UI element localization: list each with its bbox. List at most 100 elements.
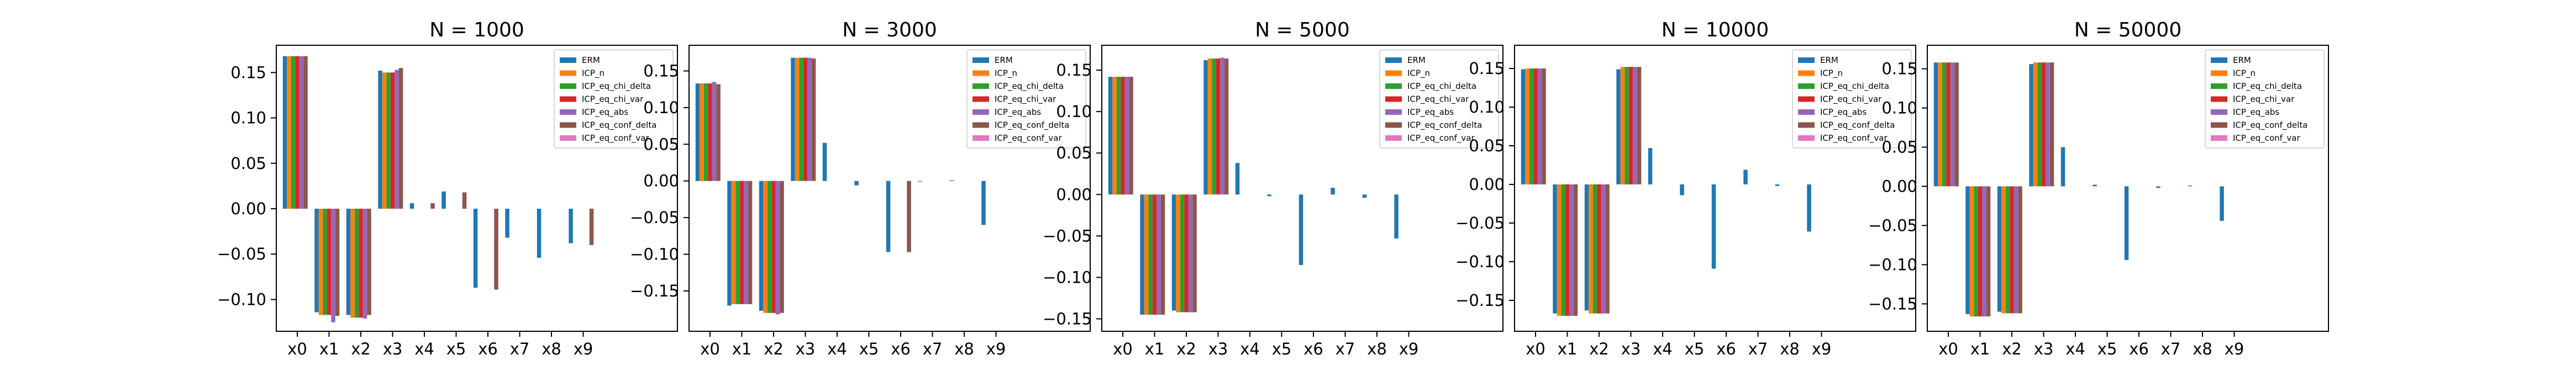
bar-ERM-x1 — [314, 209, 319, 313]
x-tick-label: x2 — [1589, 340, 1609, 358]
bar-ERM-x6 — [886, 181, 891, 252]
bar-ERM-x5 — [1680, 184, 1684, 195]
subplot-3: N = 5000 −0.15 −0.10 −0.05 0.00 0.05 0.10 0.15 x… — [1043, 19, 1503, 358]
bar-ICP_eq_chi_delta-x1 — [323, 209, 327, 315]
x-tick-label: x9 — [986, 340, 1006, 358]
bar-ERM-x3 — [2029, 64, 2033, 187]
bar-ICP_eq_abs-x1 — [1156, 194, 1161, 315]
bar-ICP_eq_abs-x1 — [1569, 184, 1574, 316]
legend-swatch — [2211, 83, 2227, 89]
bar-ERM-x7 — [1331, 188, 1335, 195]
bar-ICP_eq_chi_var-x2 — [771, 181, 776, 313]
bar-ERM-x0 — [695, 83, 700, 181]
x-tick-label: x3 — [796, 340, 816, 358]
y-tick-label: 0.10 — [1469, 98, 1505, 116]
bar-ICP_n-x0 — [700, 83, 704, 181]
legend-label: ICP_eq_conf_delta — [582, 120, 656, 131]
legend-label: ICP_eq_chi_delta — [1407, 81, 1476, 92]
x-tick-label: x8 — [1780, 340, 1800, 358]
bar-ICP_eq_chi_delta-x1 — [1974, 186, 1978, 317]
legend-label: ICP_eq_abs — [2233, 107, 2279, 118]
legend-box — [1792, 49, 1912, 149]
legend-box — [1379, 49, 1499, 149]
legend-swatch — [2211, 135, 2227, 141]
x-tick-label: x2 — [1176, 340, 1196, 358]
legend-label: ICP_eq_abs — [1407, 107, 1454, 118]
y-tick-label: 0.10 — [230, 109, 266, 128]
bar-ICP_eq_chi_var-x3 — [2041, 62, 2046, 187]
x-axis: x0 x1 x2 x3 x4 x5 x6 x7 x8 x9 — [1526, 331, 1831, 358]
y-tick-label: −0.05 — [630, 208, 679, 227]
bar-ICP_n-x0 — [287, 56, 291, 209]
bar-ERM-x7 — [1743, 170, 1748, 184]
y-tick-label: −0.05 — [1043, 226, 1092, 245]
subplot-title: N = 50000 — [2074, 19, 2182, 41]
y-tick-label: −0.10 — [1868, 255, 1917, 274]
legend-label: ICP_eq_conf_delta — [1407, 120, 1482, 131]
y-tick-label: −0.15 — [630, 282, 679, 300]
bar-ERM-x7 — [505, 209, 509, 238]
legend-swatch — [1798, 122, 1815, 128]
legend-swatch — [972, 109, 989, 115]
legend: ERM ICP_n ICP_eq_chi_delta ICP_eq_chi_var IC… — [1379, 49, 1499, 149]
x-tick-label: x0 — [287, 340, 307, 358]
x-tick-label: x8 — [1367, 340, 1387, 358]
legend-swatch — [972, 135, 989, 141]
legend-label: ICP_eq_conf_var — [995, 133, 1062, 144]
bar-ERM-x3 — [378, 71, 382, 209]
bar-ICP_n-x2 — [763, 181, 767, 313]
bar-ICP_eq_chi_delta-x0 — [1116, 77, 1121, 195]
bar-ICP_n-x3 — [2033, 62, 2038, 187]
legend-label: ICP_eq_chi_var — [1407, 94, 1469, 105]
bar-ICP_eq_chi_var-x3 — [1628, 67, 1633, 184]
bar-ERM-x4 — [409, 203, 414, 209]
bar-ERM-x7 — [918, 181, 922, 182]
x-tick-label: x4 — [827, 340, 847, 358]
bar-ICP_eq_conf_delta-x1 — [748, 181, 753, 304]
bar-ERM-x9 — [1807, 184, 1811, 232]
legend-label: ICP_eq_conf_delta — [1820, 120, 1895, 131]
legend-label: ICP_eq_chi_delta — [582, 81, 651, 92]
bar-ICP_eq_conf_delta-x6 — [494, 209, 498, 290]
legend-label: ICP_eq_chi_delta — [1820, 81, 1889, 92]
bar-ICP_n-x1 — [1144, 194, 1149, 315]
legend-label: ERM — [1407, 55, 1426, 65]
y-tick-label: 0.15 — [1469, 59, 1505, 78]
bar-ERM-x6 — [473, 209, 478, 288]
axes-frame — [276, 45, 678, 332]
legend-swatch — [2211, 70, 2227, 76]
bar-ICP_eq_conf_delta-x2 — [2018, 186, 2022, 314]
bar-ERM-x4 — [2060, 147, 2065, 187]
y-tick-label: 0.10 — [1056, 102, 1092, 121]
bar-ICP_eq_chi_delta-x2 — [2005, 186, 2010, 314]
legend-swatch — [1385, 135, 1402, 141]
legend-label: ICP_n — [2233, 68, 2256, 79]
bar-ICP_n-x0 — [1938, 62, 1942, 187]
bar-ICP_eq_chi_var-x0 — [708, 83, 712, 181]
bar-ERM-x5 — [441, 191, 446, 209]
x-tick-label: x7 — [923, 340, 943, 358]
bar-ICP_eq_chi_delta-x2 — [767, 181, 772, 313]
bar-ERM-x5 — [854, 181, 859, 186]
bar-ERM-x2 — [1584, 184, 1589, 311]
x-tick-label: x1 — [1558, 340, 1578, 358]
legend-swatch — [560, 83, 576, 89]
bar-ERM-x3 — [791, 57, 795, 181]
bar-ERM-x9 — [569, 209, 573, 243]
bar-ICP_eq_chi_delta-x3 — [1625, 67, 1629, 184]
legend-swatch — [1798, 57, 1815, 63]
bar-ICP_eq_conf_delta-x1 — [1986, 186, 1991, 317]
bar-ERM-x6 — [2124, 186, 2129, 260]
bar-ICP_eq_conf_delta-x5 — [462, 192, 467, 209]
bar-ICP_n-x3 — [795, 57, 800, 181]
bar-ICP_eq_abs-x2 — [1188, 194, 1193, 313]
legend-label: ICP_eq_chi_delta — [995, 81, 1064, 92]
x-axis: x0 x1 x2 x3 x4 x5 x6 x7 x8 x9 — [1938, 331, 2244, 358]
bar-ERM-x4 — [822, 142, 827, 181]
bar-ICP_eq_conf_delta-x3 — [1224, 59, 1229, 195]
bar-ICP_eq_conf_delta-x2 — [1192, 194, 1197, 313]
bar-ICP_eq_abs-x0 — [712, 82, 717, 181]
bar-ICP_eq_conf_delta-x2 — [1605, 184, 1610, 314]
